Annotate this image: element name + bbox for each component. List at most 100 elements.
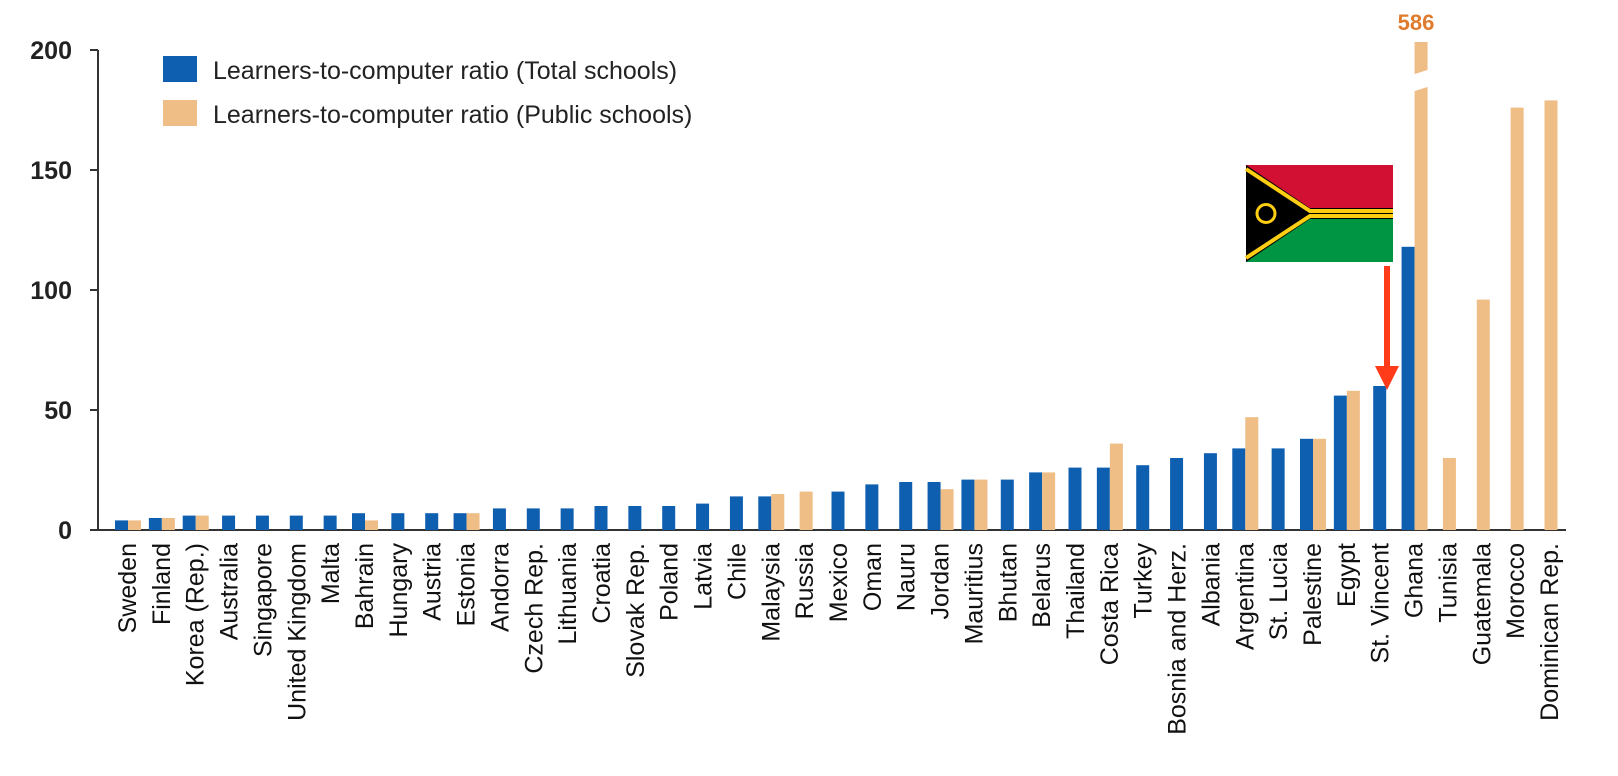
- bar-total: [594, 506, 608, 530]
- y-tick-label: 50: [44, 397, 72, 425]
- bar-public: [1442, 458, 1456, 530]
- y-tick-label: 150: [30, 157, 72, 185]
- x-tick-label: Sweden: [114, 543, 142, 633]
- bar-total: [1300, 438, 1313, 530]
- x-tick-label: Mexico: [825, 543, 853, 622]
- bar-public: [1544, 100, 1558, 531]
- x-tick-label: Bahrain: [351, 543, 379, 629]
- x-tick-label: Morocco: [1502, 543, 1530, 639]
- bar-public: [799, 491, 813, 530]
- legend-label-total: Learners-to-computer ratio (Total school…: [213, 57, 677, 85]
- bar-total: [1068, 467, 1082, 530]
- bar-total: [352, 513, 365, 530]
- bar-public: [1245, 417, 1259, 530]
- x-axis-labels: Sweden Finland Korea (Rep.) Australia Singap…: [114, 543, 1564, 735]
- x-tick-label: Belarus: [1028, 543, 1056, 628]
- x-tick-label: Jordan: [927, 543, 955, 619]
- bar-public: [1476, 299, 1490, 530]
- bar-total: [182, 515, 196, 530]
- bar-total: [289, 515, 303, 530]
- bar-total: [1170, 458, 1184, 530]
- flag-yellow-y-lower: [1244, 214, 1393, 260]
- bar-total: [628, 506, 642, 530]
- bar-total: [560, 508, 574, 530]
- x-tick-label: Malaysia: [757, 543, 785, 642]
- x-tick-label: Oman: [859, 543, 887, 611]
- vanuatu-flag-icon: [1244, 165, 1393, 262]
- x-tick-label: Hungary: [385, 543, 413, 638]
- bar-public: [1510, 107, 1524, 530]
- x-tick-label: Slovak Rep.: [622, 543, 650, 678]
- x-tick-label: St. Lucia: [1265, 543, 1293, 640]
- bar-total: [391, 513, 405, 530]
- x-tick-label: Finland: [148, 543, 176, 625]
- x-tick-label: Malta: [317, 543, 345, 604]
- bar-public: [1042, 472, 1056, 530]
- bar-total: [1000, 479, 1014, 530]
- x-tick-label: Australia: [216, 543, 244, 640]
- x-tick-label: Lithuania: [554, 543, 582, 645]
- x-tick-label: Mauritius: [960, 543, 988, 644]
- bar-public: [940, 489, 954, 530]
- x-tick-label: Dominican Rep.: [1536, 543, 1564, 721]
- x-tick-label: Poland: [656, 543, 684, 621]
- bar-total: [1271, 448, 1285, 530]
- x-tick-label: Estonia: [453, 543, 481, 626]
- y-tick-label: 100: [30, 277, 72, 305]
- bar-public: [1313, 438, 1326, 530]
- bar-total: [899, 482, 913, 530]
- bar-total: [961, 479, 975, 530]
- y-tick-label: 0: [58, 517, 72, 545]
- bar-total: [526, 508, 540, 530]
- x-tick-label: Russia: [791, 543, 819, 620]
- x-tick-label: Palestine: [1299, 543, 1327, 646]
- bar-total: [492, 508, 506, 530]
- x-tick-label: Turkey: [1130, 543, 1158, 619]
- bar-public: [466, 513, 480, 530]
- bar-break-gap: [1411, 69, 1431, 92]
- x-tick-label: Bhutan: [994, 543, 1022, 622]
- bar-total: [1203, 453, 1217, 530]
- bar-total: [662, 506, 676, 530]
- x-tick-label: Argentina: [1231, 543, 1259, 650]
- x-tick-label: Tunisia: [1434, 543, 1462, 623]
- x-tick-label: Costa Rica: [1096, 543, 1124, 665]
- bar-public: [195, 515, 209, 530]
- flag-black-triangle: [1246, 165, 1318, 262]
- x-tick-label: Egypt: [1333, 543, 1361, 607]
- x-tick-label: Chile: [723, 543, 751, 600]
- bars: [115, 42, 1558, 531]
- ghana-public-value-label: 586: [1398, 10, 1435, 35]
- x-tick-label: Andorra: [486, 543, 514, 632]
- legend-swatch-public: [163, 100, 197, 126]
- bar-total: [865, 484, 879, 530]
- bar-total: [927, 482, 941, 530]
- bar-total: [1401, 246, 1415, 531]
- flag-emblem: [1255, 203, 1277, 224]
- bar-total: [696, 503, 710, 530]
- bar-total: [222, 515, 236, 530]
- bar-total: [453, 513, 467, 530]
- legend: Learners-to-computer ratio (Total school…: [163, 56, 692, 129]
- bar-total: [1333, 395, 1347, 530]
- bar-public: [1109, 443, 1123, 530]
- bar-total: [148, 518, 162, 530]
- bar-public: [365, 520, 378, 530]
- x-tick-label: Latvia: [690, 543, 718, 610]
- bar-total: [1232, 448, 1246, 530]
- bar-total: [1136, 465, 1150, 530]
- x-tick-label: Bosnia and Herz.: [1164, 543, 1192, 735]
- x-tick-label: United Kingdom: [283, 543, 311, 721]
- bar-total: [425, 513, 439, 530]
- x-tick-label: Czech Rep.: [520, 543, 548, 674]
- bar-total: [1373, 386, 1387, 530]
- bar-public: [128, 520, 141, 530]
- bar-public: [161, 518, 175, 530]
- bar-total: [1096, 467, 1110, 530]
- legend-swatch-total: [163, 56, 197, 82]
- flag-yellow-y-upper: [1244, 167, 1393, 213]
- x-tick-label: Nauru: [893, 543, 921, 611]
- bar-total: [1029, 472, 1043, 530]
- x-tick-label: Croatia: [588, 543, 616, 624]
